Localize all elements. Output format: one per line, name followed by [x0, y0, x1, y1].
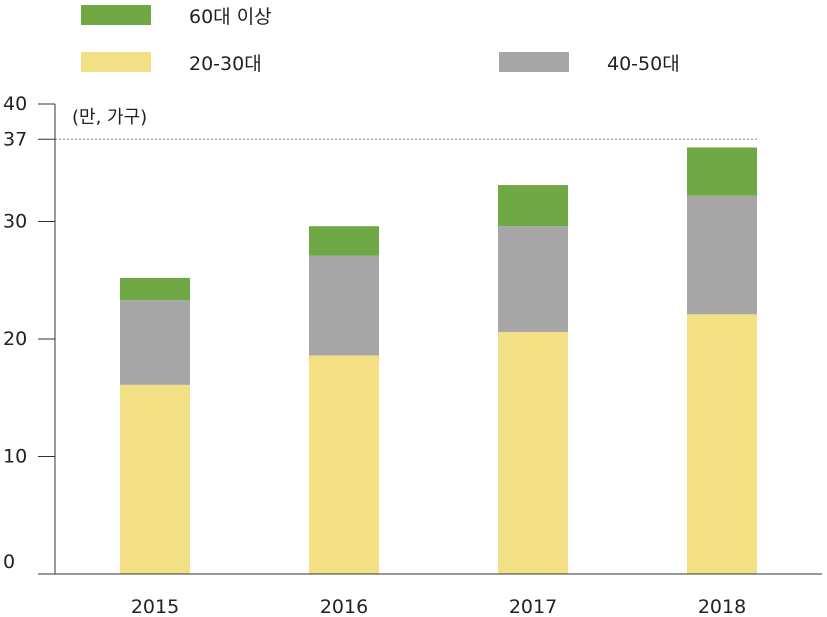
legend-item-40-50: 40-50대	[499, 51, 680, 75]
y-tick-label-40: 40	[3, 93, 27, 115]
bar-2017-series-1	[498, 226, 568, 332]
legend-item-60-plus: 60대 이상	[81, 4, 272, 28]
bar-2016-series-2	[309, 226, 379, 256]
x-tick-label-2015: 2015	[131, 596, 179, 617]
bar-2015-series-0	[120, 384, 190, 574]
x-tick-label-2017: 2017	[509, 596, 557, 617]
x-tick-label-2018: 2018	[698, 596, 746, 617]
legend-item-20-30: 20-30대	[81, 51, 262, 75]
legend-swatch-40-50	[499, 52, 569, 72]
legend-label-60-plus: 60대 이상	[189, 5, 272, 28]
legend-label-20-30: 20-30대	[189, 52, 262, 75]
y-tick-label-0: 0	[3, 551, 15, 573]
y-tick-label-10: 10	[3, 446, 27, 468]
y-tick-label-20: 20	[3, 328, 27, 350]
bar-2015-series-2	[120, 277, 190, 301]
bar-2016-series-0	[309, 355, 379, 574]
bar-2018-series-2	[687, 147, 757, 196]
legend-swatch-20-30	[81, 52, 151, 72]
bar-2017-series-0	[498, 331, 568, 574]
x-tick-label-2016: 2016	[320, 596, 368, 617]
bar-2015-series-1	[120, 300, 190, 385]
legend-label-40-50: 40-50대	[607, 52, 680, 75]
bar-2018-series-0	[687, 314, 757, 574]
legend-swatch-60-plus	[81, 5, 151, 25]
bar-2017-series-2	[498, 185, 568, 227]
bar-2018-series-1	[687, 195, 757, 315]
y-tick-label-37: 37	[3, 128, 27, 150]
unit-label: (만, 가구)	[72, 107, 148, 128]
y-tick-label-30: 30	[3, 211, 27, 233]
bar-2016-series-1	[309, 255, 379, 356]
